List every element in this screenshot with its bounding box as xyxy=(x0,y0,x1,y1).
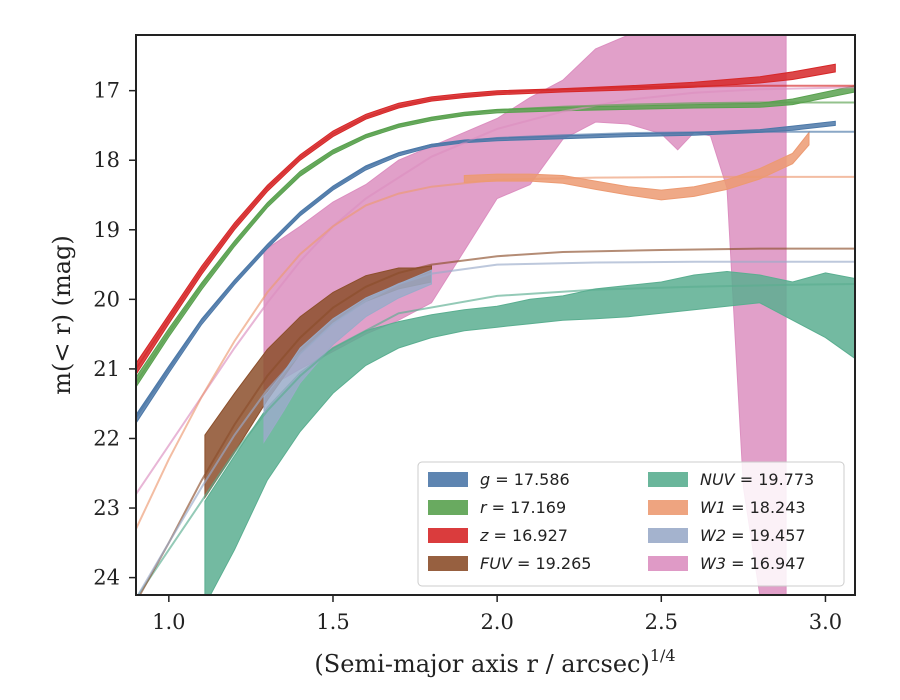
fit-line-g xyxy=(136,130,855,419)
legend-frame xyxy=(417,461,845,587)
x-tick-label: 2.0 xyxy=(480,610,513,634)
y-tick-label: 20 xyxy=(93,287,120,311)
model-fit-lines-layer xyxy=(136,84,855,595)
fit-line-z xyxy=(136,84,855,370)
x-tick-label: 1.0 xyxy=(152,610,185,634)
y-tick-label: 19 xyxy=(93,218,120,242)
y-axis-ticks: 17 18 19 20 21 22 23 24 xyxy=(93,79,136,590)
fit-line-fuv xyxy=(138,247,855,595)
legend-label-w3: W3 = 16.947 xyxy=(700,554,806,573)
x-axis-ticks: 1.0 1.5 2.0 2.5 3.0 xyxy=(152,595,842,634)
x-tick-label: 3.0 xyxy=(809,610,842,634)
legend-label-z: z = 16.927 xyxy=(479,526,568,545)
x-tick-label: 2.5 xyxy=(645,610,678,634)
legend-swatch-w1 xyxy=(648,500,688,515)
legend-swatch-nuv xyxy=(648,472,688,487)
legend-label-w1: W1 = 18.243 xyxy=(700,498,806,517)
legend-label-g: g = 17.586 xyxy=(480,470,570,489)
legend: g = 17.586 r = 17.169 z = 16.927 FUV = 19.2… xyxy=(417,461,845,587)
fit-line-r xyxy=(136,101,855,384)
fit-line-w2 xyxy=(136,260,855,595)
legend-swatch-r xyxy=(428,500,468,515)
legend-label-w2: W2 = 19.457 xyxy=(700,526,806,545)
band-w3 xyxy=(263,35,787,595)
y-tick-label: 21 xyxy=(93,357,120,381)
x-axis-title-text: (Semi-major axis r / arcsec) xyxy=(314,650,649,678)
legend-label-r: r = 17.169 xyxy=(480,498,566,517)
legend-swatch-fuv xyxy=(428,556,468,571)
x-axis-title-exponent: 1/4 xyxy=(650,646,676,665)
fit-line-w1 xyxy=(136,175,855,530)
y-tick-label: 17 xyxy=(93,79,120,103)
legend-swatch-w3 xyxy=(648,556,688,571)
y-tick-label: 23 xyxy=(93,496,120,520)
x-axis-title: (Semi-major axis r / arcsec)1/4 xyxy=(314,646,675,678)
y-tick-label: 24 xyxy=(93,566,120,590)
band-z xyxy=(136,63,836,376)
legend-swatch-w2 xyxy=(648,528,688,543)
y-tick-label: 18 xyxy=(93,148,120,172)
band-g xyxy=(136,120,836,425)
y-tick-label: 22 xyxy=(93,426,120,450)
x-tick-label: 1.5 xyxy=(316,610,349,634)
fit-line-nuv xyxy=(137,283,855,595)
fit-line-w3 xyxy=(136,86,855,495)
legend-label-nuv: NUV = 19.773 xyxy=(700,470,814,489)
plot-frame xyxy=(135,34,856,596)
band-nuv xyxy=(204,270,855,595)
band-w1 xyxy=(463,130,810,201)
legend-swatch-z xyxy=(428,528,468,543)
legend-swatch-g xyxy=(428,472,468,487)
band-r xyxy=(136,85,855,388)
legend-label-fuv: FUV = 19.265 xyxy=(480,554,591,573)
y-axis-title: m(< r) (mag) xyxy=(48,235,76,394)
